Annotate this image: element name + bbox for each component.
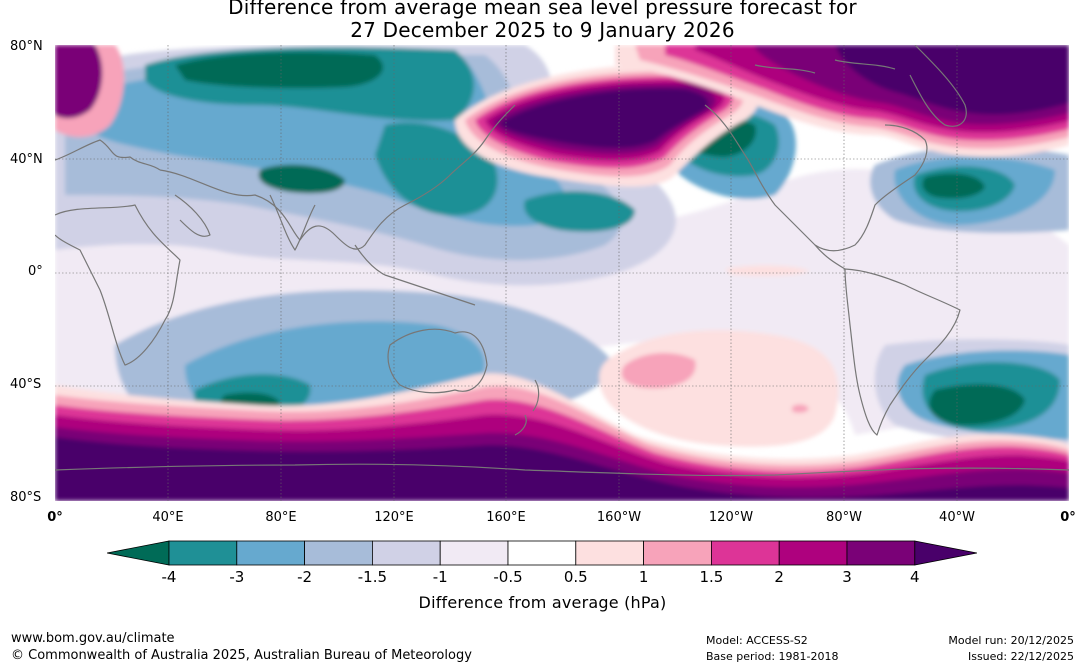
colorbar [107, 540, 977, 566]
colorbar-tick-label: -1.5 [357, 568, 388, 586]
coastline-north-america [704, 104, 928, 252]
colorbar-tick-label: 1.5 [699, 568, 724, 586]
colorbar-swatch-extend-low [107, 540, 170, 566]
footer-model: Model: ACCESS-S2 [706, 634, 808, 647]
coastline-antarctica [55, 463, 1069, 477]
lon-label-0-left: 0° [47, 510, 63, 525]
colorbar-label: Difference from average (hPa) [418, 593, 667, 612]
colorbar-tick-label: -0.5 [493, 568, 523, 586]
lat-label-40s: 40°S [10, 377, 42, 392]
footer-issued: Issued: 22/12/2025 [967, 650, 1074, 663]
colorbar-swatch [575, 540, 644, 566]
europe-positive-sliver-core [55, 45, 103, 119]
colorbar-swatch [168, 540, 238, 566]
colorbar-swatch [371, 540, 441, 566]
arctic-high-core [835, 45, 1069, 115]
coastlines [55, 45, 1069, 477]
colorbar-tick-label: 4 [910, 568, 920, 586]
footer-base-period: Base period: 1981-2018 [706, 650, 839, 663]
colorbar-swatch [778, 540, 848, 566]
colorbar-tick-label: 1 [638, 568, 649, 586]
lon-label-0-right: 0° [1060, 510, 1076, 525]
coastline-europe [55, 139, 161, 171]
colorbar-swatch [439, 540, 509, 566]
siberia-low-core [175, 52, 384, 89]
lon-label-80w: 80°W [826, 510, 862, 525]
colorbar-swatch [236, 540, 306, 566]
north-atlantic-low [922, 173, 985, 199]
south-atlantic-low [929, 384, 1025, 426]
lat-label-equator: 0° [28, 264, 43, 279]
title-line-2: 27 December 2025 to 9 January 2026 [350, 18, 735, 42]
colorbar-tick-label: -1 [432, 568, 448, 586]
lat-label-80s: 80°S [10, 490, 42, 505]
lon-label-160e: 160°E [486, 510, 526, 525]
south-pacific-positive-spot [792, 404, 809, 413]
colorbar-tick-label: 3 [842, 568, 852, 586]
aleutian-high-core [500, 88, 709, 148]
coastline-india [269, 194, 316, 251]
lon-label-120e: 120°E [374, 510, 414, 525]
lon-label-80e: 80°E [265, 510, 297, 525]
colorbar-tick-label: 0.5 [563, 568, 588, 586]
footer-model-run: Model run: 20/12/2025 [948, 634, 1074, 647]
coastline-africa [55, 204, 181, 366]
colorbar-swatch-extend-high [914, 540, 977, 566]
colorbar-tick-label: 2 [774, 568, 784, 586]
central-asia-low [258, 164, 345, 194]
colorbar-tick-label: -4 [161, 568, 177, 586]
lon-label-160w: 160°W [596, 510, 642, 525]
coastline-arabia [174, 194, 211, 237]
colorbar-swatch [507, 540, 577, 566]
lon-label-120w: 120°W [708, 510, 754, 525]
coastline-asia [159, 104, 516, 250]
east-asia-negative [375, 122, 498, 216]
pressure-anomaly-map [55, 45, 1069, 501]
coastline-arctic-islands [754, 59, 896, 74]
colorbar-swatch [711, 540, 780, 566]
coastline-greenland [909, 45, 967, 127]
footer-copyright: © Commonwealth of Australia 2025, Austra… [11, 648, 472, 663]
lat-label-80n: 80°N [10, 39, 43, 54]
footer-website: www.bom.gov.au/climate [11, 631, 175, 646]
coastline-southeast-asia [354, 244, 476, 306]
coastline-australia [387, 328, 488, 394]
lat-label-40n: 40°N [10, 152, 43, 167]
chart-title: Difference from average mean sea level p… [0, 0, 1085, 42]
colorbar-tick-label: -2 [297, 568, 313, 586]
north-pacific-negative [524, 191, 635, 232]
lon-label-40w: 40°W [939, 510, 975, 525]
title-line-1: Difference from average mean sea level p… [228, 0, 857, 19]
equatorial-pacific-positive [725, 265, 810, 276]
colorbar-swatch [304, 540, 373, 566]
lon-label-40e: 40°E [152, 510, 184, 525]
coastline-south-america [844, 268, 961, 436]
colorbar-swatch [846, 540, 916, 566]
colorbar-tick-label: -3 [229, 568, 245, 586]
southern-ocean-high-core [55, 437, 1069, 501]
south-pacific-positive-core [621, 353, 696, 389]
colorbar-swatch [643, 540, 712, 566]
graticule [55, 45, 1069, 501]
coastline-new-zealand [514, 379, 540, 436]
coastline-central-america [814, 244, 846, 270]
